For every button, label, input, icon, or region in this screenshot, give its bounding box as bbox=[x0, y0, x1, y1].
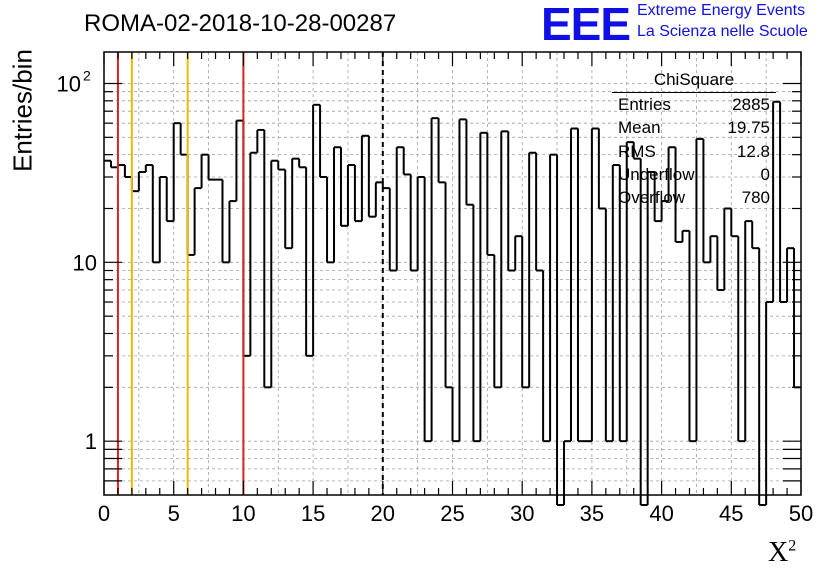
y-tick-label: 1 bbox=[85, 429, 97, 454]
stats-row: Underflow 0 bbox=[612, 163, 776, 186]
axis-ticks bbox=[103, 52, 802, 495]
stats-value: 12.8 bbox=[736, 141, 770, 161]
stats-box: ChiSquare Entries 2885 Mean 19.75 RMS 12.8 Und… bbox=[612, 70, 776, 209]
stats-label: Overflow bbox=[618, 188, 686, 208]
x-tick-label: 40 bbox=[649, 501, 673, 526]
y-axis-label: Entries/bin bbox=[7, 49, 38, 172]
logo-line-2: La Scienza nelle Scuole bbox=[637, 23, 808, 40]
x-tick-label: 5 bbox=[168, 501, 180, 526]
x-tick-label: 45 bbox=[719, 501, 743, 526]
reference-lines bbox=[116, 52, 384, 495]
eee-logo: EEE bbox=[541, 0, 631, 50]
x-axis-label: X2 bbox=[768, 537, 796, 569]
stats-value: 780 bbox=[741, 188, 770, 208]
y-tick-label-superscript: 2 bbox=[83, 67, 91, 83]
x-tick-label: 15 bbox=[301, 501, 325, 526]
x-axis-label-base: X bbox=[768, 537, 789, 568]
stats-value: 19.75 bbox=[727, 118, 770, 138]
stats-row: Entries 2885 bbox=[612, 93, 776, 116]
y-tick-label: 10 bbox=[57, 71, 81, 96]
stats-title: ChiSquare bbox=[612, 70, 776, 93]
x-tick-label: 10 bbox=[231, 501, 255, 526]
x-tick-label: 50 bbox=[789, 501, 813, 526]
stats-label: Mean bbox=[618, 118, 661, 138]
x-tick-label: 0 bbox=[98, 501, 110, 526]
stats-row: RMS 12.8 bbox=[612, 140, 776, 163]
run-title: ROMA-02-2018-10-28-00287 bbox=[84, 10, 397, 37]
x-tick-label: 20 bbox=[371, 501, 395, 526]
logo-line-1: Extreme Energy Events bbox=[637, 2, 806, 19]
y-tick-label: 10 bbox=[73, 250, 97, 275]
stats-row: Overflow 780 bbox=[612, 186, 776, 209]
stats-value: 0 bbox=[760, 164, 770, 184]
x-tick-label: 25 bbox=[440, 501, 464, 526]
x-axis-label-superscript: 2 bbox=[788, 537, 797, 555]
stats-rows: Entries 2885 Mean 19.75 RMS 12.8 Underflow 0 Ove… bbox=[612, 93, 776, 209]
stats-row: Mean 19.75 bbox=[612, 116, 776, 139]
stats-value: 2885 bbox=[732, 95, 770, 114]
x-tick-label: 30 bbox=[510, 501, 534, 526]
stats-label: RMS bbox=[618, 141, 656, 161]
stats-label: Underflow bbox=[618, 164, 695, 184]
stats-label: Entries bbox=[618, 95, 671, 114]
x-tick-label: 35 bbox=[580, 501, 604, 526]
